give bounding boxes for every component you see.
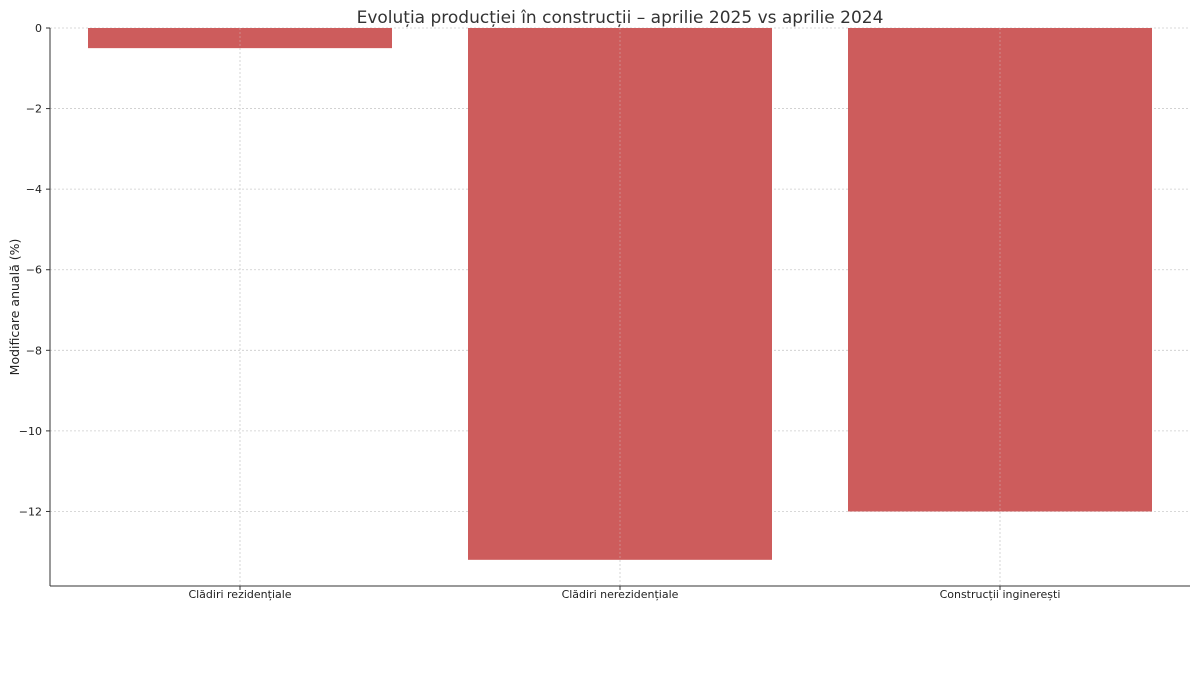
x-axis-ticks: Clădiri rezidențiale Clădiri nerezidenția… xyxy=(188,586,1060,601)
x-tick-label: Clădiri nerezidențiale xyxy=(562,588,679,601)
x-tick-label: Construcții inginerești xyxy=(940,588,1061,601)
y-tick-label: −2 xyxy=(26,103,42,116)
y-tick-label: 0 xyxy=(35,22,42,35)
bar xyxy=(88,28,392,49)
y-tick-label: −6 xyxy=(26,264,42,277)
y-axis-title: Modificare anuală (%) xyxy=(7,239,22,376)
bars xyxy=(88,28,1152,586)
y-axis-ticks: 0 −2 −4 −6 −8 −10 −12 xyxy=(19,22,50,518)
y-tick-label: −12 xyxy=(19,505,42,518)
x-tick-label: Clădiri rezidențiale xyxy=(188,588,291,601)
y-tick-label: −8 xyxy=(26,344,42,357)
y-tick-label: −4 xyxy=(26,183,42,196)
y-tick-label: −10 xyxy=(19,425,42,438)
chart-title: Evoluția producției în construcții – apr… xyxy=(357,8,884,28)
